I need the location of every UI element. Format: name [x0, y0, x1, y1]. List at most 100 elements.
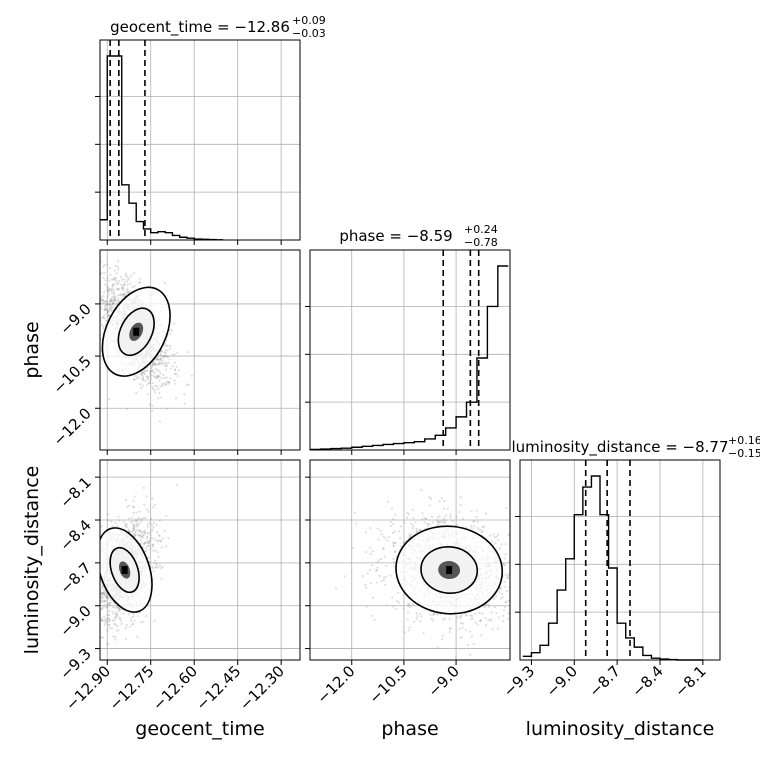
- scatter-point: [123, 283, 126, 286]
- scatter-point: [502, 614, 505, 618]
- scatter-point: [109, 309, 113, 312]
- scatter-point: [409, 535, 412, 538]
- scatter-point: [132, 613, 135, 616]
- scatter-point: [416, 530, 419, 533]
- scatter-point: [107, 286, 110, 290]
- scatter-point: [89, 289, 91, 291]
- scatter-point: [144, 516, 147, 520]
- scatter-point: [507, 533, 510, 537]
- xtick-label-phase: −9.0: [424, 662, 462, 700]
- scatter-point: [107, 314, 110, 317]
- scatter-point: [134, 518, 137, 521]
- scatter-point: [102, 592, 105, 595]
- scatter-point: [104, 308, 108, 311]
- scatter-point: [140, 371, 144, 375]
- scatter-point: [150, 369, 153, 372]
- scatter-point: [391, 541, 395, 544]
- scatter-point: [369, 552, 373, 555]
- scatter-point: [141, 372, 144, 375]
- scatter-point: [423, 521, 426, 524]
- scatter-point: [105, 308, 108, 311]
- scatter-point: [493, 605, 497, 609]
- scatter-point: [109, 601, 112, 605]
- title-luminosity-distance-minus: −0.15: [728, 447, 760, 460]
- scatter-point: [415, 530, 419, 533]
- scatter-point: [121, 285, 124, 288]
- scatter-point: [106, 263, 109, 266]
- scatter-point: [343, 575, 346, 578]
- scatter-point: [502, 620, 505, 623]
- scatter-point: [405, 516, 409, 519]
- scatter-point: [90, 262, 92, 264]
- scatter-point: [409, 535, 412, 538]
- scatter-point: [444, 519, 448, 522]
- scatter-point: [119, 619, 122, 622]
- scatter-point: [152, 525, 155, 529]
- scatter-point: [490, 611, 493, 614]
- scatter-point: [105, 629, 109, 632]
- scatter-point: [469, 614, 472, 617]
- scatter-point: [174, 382, 177, 385]
- scatter-point: [125, 525, 128, 529]
- ytick-label-luminosity_distance: −8.4: [56, 516, 94, 554]
- scatter-point: [147, 555, 150, 559]
- scatter-point: [103, 290, 106, 294]
- scatter-point: [376, 527, 379, 530]
- scatter-point: [487, 605, 490, 608]
- scatter-point: [104, 279, 107, 282]
- scatter-point: [153, 374, 156, 378]
- scatter-point: [185, 383, 189, 386]
- scatter-point: [156, 376, 159, 379]
- scatter-point: [97, 557, 99, 559]
- scatter-point: [489, 619, 493, 622]
- scatter-point: [103, 605, 106, 608]
- scatter-point: [150, 517, 153, 520]
- scatter-point: [117, 288, 120, 291]
- scatter-point: [152, 543, 155, 546]
- scatter-point: [137, 376, 141, 379]
- scatter-point: [155, 566, 158, 569]
- scatter-point: [428, 504, 431, 507]
- scatter-point: [118, 294, 122, 297]
- scatter-point: [100, 323, 104, 327]
- scatter-point: [503, 581, 506, 584]
- scatter-point: [176, 374, 179, 378]
- scatter-point: [141, 375, 145, 378]
- scatter-point: [96, 608, 98, 610]
- scatter-point: [144, 546, 148, 549]
- scatter-point: [95, 622, 97, 624]
- scatter-point: [102, 294, 105, 298]
- scatter-point: [166, 355, 169, 358]
- scatter-point: [94, 307, 96, 309]
- scatter-point: [165, 365, 168, 368]
- scatter-point: [113, 619, 116, 622]
- scatter-point: [511, 545, 513, 547]
- scatter-point: [394, 607, 397, 610]
- scatter-point: [151, 387, 155, 391]
- scatter-point: [105, 605, 108, 609]
- xlabel-geocent-time: geocent_time: [135, 718, 264, 740]
- scatter-point: [109, 598, 113, 602]
- scatter-point: [155, 563, 158, 566]
- scatter-point: [459, 636, 462, 639]
- ytick-label-phase: −12.0: [50, 404, 95, 449]
- scatter-point: [97, 582, 99, 584]
- scatter-point: [104, 603, 107, 606]
- scatter-point: [455, 524, 459, 527]
- scatter-point: [479, 620, 482, 623]
- scatter-point: [112, 301, 115, 304]
- scatter-point: [427, 522, 430, 526]
- scatter-point: [504, 601, 508, 604]
- scatter-point: [451, 520, 454, 523]
- scatter-point: [503, 564, 507, 567]
- scatter-point: [433, 612, 436, 615]
- scatter-point: [153, 559, 157, 562]
- scatter-point: [484, 617, 487, 620]
- scatter-point: [177, 369, 181, 372]
- scatter-point: [484, 512, 488, 515]
- scatter-point: [110, 306, 113, 310]
- scatter-point: [125, 624, 128, 627]
- scatter-point: [441, 634, 444, 638]
- scatter-point: [150, 363, 153, 367]
- scatter-point: [500, 543, 503, 546]
